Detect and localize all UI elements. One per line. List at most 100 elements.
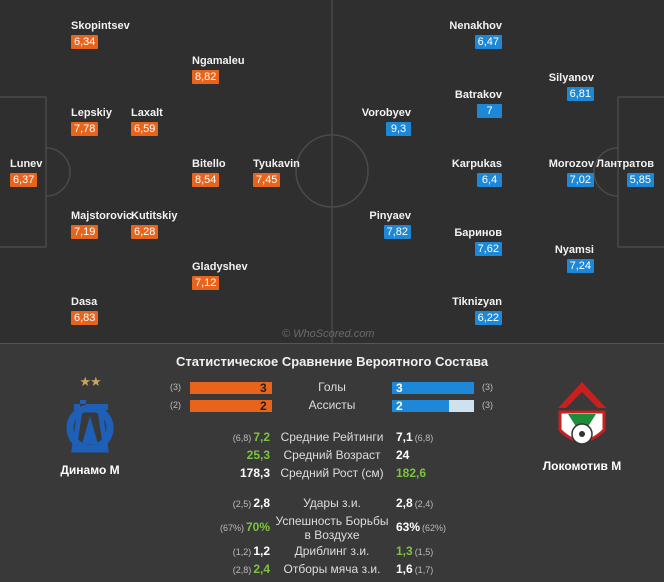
player-rating: 8,54	[192, 173, 220, 187]
player-home[interactable]: Majstorovic 7,19	[71, 210, 132, 240]
player-name: Dasa	[71, 296, 98, 308]
away-bar	[392, 400, 450, 412]
stat-label: Средний Возраст	[283, 448, 381, 462]
stat-label: Голы	[318, 380, 346, 394]
player-name: Bitello	[192, 158, 226, 170]
player-name: Majstorovic	[71, 210, 133, 222]
player-home[interactable]: Lepskiy 7,78	[71, 107, 112, 137]
watermark: © WhoScored.com	[282, 328, 375, 340]
stat-row: (1,2) 1,2 Дриблинг з.и. 1,3 (1,5)	[0, 544, 664, 560]
stat-label: Удары з.и.	[303, 496, 361, 510]
away-team[interactable]: Локомотив М	[532, 374, 632, 473]
home-value: 7,2	[253, 430, 270, 444]
player-away[interactable]: Баринов 7,62	[454, 227, 502, 257]
player-home[interactable]: Laxalt 6,59	[131, 107, 163, 137]
player-rating: 6,37	[10, 173, 38, 187]
player-name: Nenakhov	[449, 20, 502, 32]
player-rating: 7,12	[192, 276, 220, 290]
player-away[interactable]: Morozov 7,02	[549, 158, 594, 188]
player-away[interactable]: Batrakov 7	[455, 89, 502, 119]
player-rating: 6,22	[474, 311, 502, 325]
player-away[interactable]: Karpukas 6,4	[452, 158, 502, 188]
home-value: 2	[260, 399, 267, 413]
player-rating: 5,85	[626, 173, 654, 187]
away-value: 2	[396, 399, 403, 413]
player-home[interactable]: Gladyshev 7,12	[192, 261, 248, 291]
player-away[interactable]: Nyamsi 7,24	[555, 244, 594, 274]
away-value: 182,6	[396, 466, 427, 480]
player-rating: 7,62	[474, 242, 502, 256]
player-away[interactable]: Pinyaev 7,82	[369, 210, 411, 240]
player-rating: 6,59	[131, 122, 159, 136]
away-stat: 24	[396, 448, 411, 462]
player-home[interactable]: Ngamaleu 8,82	[192, 55, 245, 85]
player-rating: 8,82	[192, 70, 220, 84]
player-home[interactable]: Bitello 8,54	[192, 158, 226, 188]
player-name: Pinyaev	[369, 210, 411, 222]
home-rank: (1,2)	[232, 547, 252, 557]
home-team[interactable]: ★★ Динамо М	[40, 374, 140, 477]
player-rating: 6,28	[131, 225, 159, 239]
player-name: Kutitskiy	[131, 210, 178, 222]
lokomotiv-logo-icon	[558, 382, 606, 445]
home-bar: 3	[190, 381, 272, 395]
player-rating: 7,02	[566, 173, 594, 187]
away-bar-track: 3	[392, 381, 474, 395]
player-home[interactable]: Kutitskiy 6,28	[131, 210, 177, 240]
player-rating: 6,4	[477, 173, 502, 187]
player-name: Lunev	[10, 158, 43, 170]
away-rank: (1,5)	[414, 547, 434, 557]
stat-row: (67%) 70% Успешность Борьбы в Воздухе 63% (62…	[0, 514, 664, 542]
stat-row: 25,3 Средний Возраст 24	[0, 448, 664, 464]
home-value: 1,2	[253, 544, 270, 558]
away-team-name: Локомотив М	[542, 459, 622, 473]
player-rating: 7,45	[253, 173, 281, 187]
stat-row: 178,3 Средний Рост (см) 182,6	[0, 466, 664, 482]
player-name: Ngamaleu	[192, 55, 245, 67]
player-name: Баринов	[454, 227, 502, 239]
away-rank: (6,8)	[414, 433, 434, 443]
away-bar	[392, 382, 474, 394]
player-home[interactable]: Lunev 6,37	[10, 158, 42, 188]
away-rank: (1,7)	[414, 565, 434, 575]
player-name: Laxalt	[131, 107, 163, 119]
away-value: 3	[396, 381, 403, 395]
stat-row: (6,8) 7,2 Средние Рейтинги 7,1 (6,8)	[0, 430, 664, 446]
home-rank: (6,8)	[232, 433, 252, 443]
home-stat: (67%) 70%	[220, 520, 270, 534]
player-rating: 7,24	[566, 259, 594, 273]
away-stat: 63% (62%)	[396, 520, 446, 534]
stat-label-line1: Успешность Борьбы	[275, 514, 389, 528]
player-rating: 6,34	[71, 35, 99, 49]
player-away[interactable]: Silyanov 6,81	[549, 72, 594, 102]
away-value: 24	[396, 448, 410, 462]
player-name: Nyamsi	[554, 244, 594, 256]
home-rank: (2,8)	[232, 565, 252, 575]
home-stat: (1,2) 1,2	[233, 544, 270, 558]
home-stat: (6,8) 7,2	[233, 430, 270, 444]
away-stat: 1,3 (1,5)	[396, 544, 433, 558]
home-stat: (2,8) 2,4	[233, 562, 270, 576]
player-away[interactable]: Tiknizyan 6,22	[452, 296, 502, 326]
player-home[interactable]: Dasa 6,83	[71, 296, 99, 326]
player-rating: 9,3	[386, 122, 411, 136]
stat-label: Отборы мяча з.и.	[283, 562, 381, 576]
player-home[interactable]: Tyukavin 7,45	[253, 158, 300, 188]
player-away[interactable]: Лантратов 5,85	[596, 158, 654, 188]
home-value: 70%	[245, 520, 270, 534]
player-away[interactable]: Nenakhov 6,47	[449, 20, 502, 50]
home-value: 3	[260, 381, 267, 395]
player-away[interactable]: Vorobyev 9,3	[362, 107, 411, 137]
away-value: 7,1	[396, 430, 413, 444]
player-home[interactable]: Skopintsev 6,34	[71, 20, 130, 50]
home-stat: (2,5) 2,8	[233, 496, 270, 510]
stats-title: Статистическое Сравнение Вероятного Сост…	[175, 354, 489, 369]
away-stat: 2,8 (2,4)	[396, 496, 433, 510]
player-name: Gladyshev	[192, 261, 248, 273]
home-stat: 178,3	[238, 466, 270, 480]
home-bar: 2	[190, 399, 272, 413]
home-rank: (2,5)	[232, 499, 252, 509]
away-rank: (3)	[482, 382, 493, 392]
player-name: Skopintsev	[71, 20, 130, 32]
home-value: 178,3	[239, 466, 270, 480]
